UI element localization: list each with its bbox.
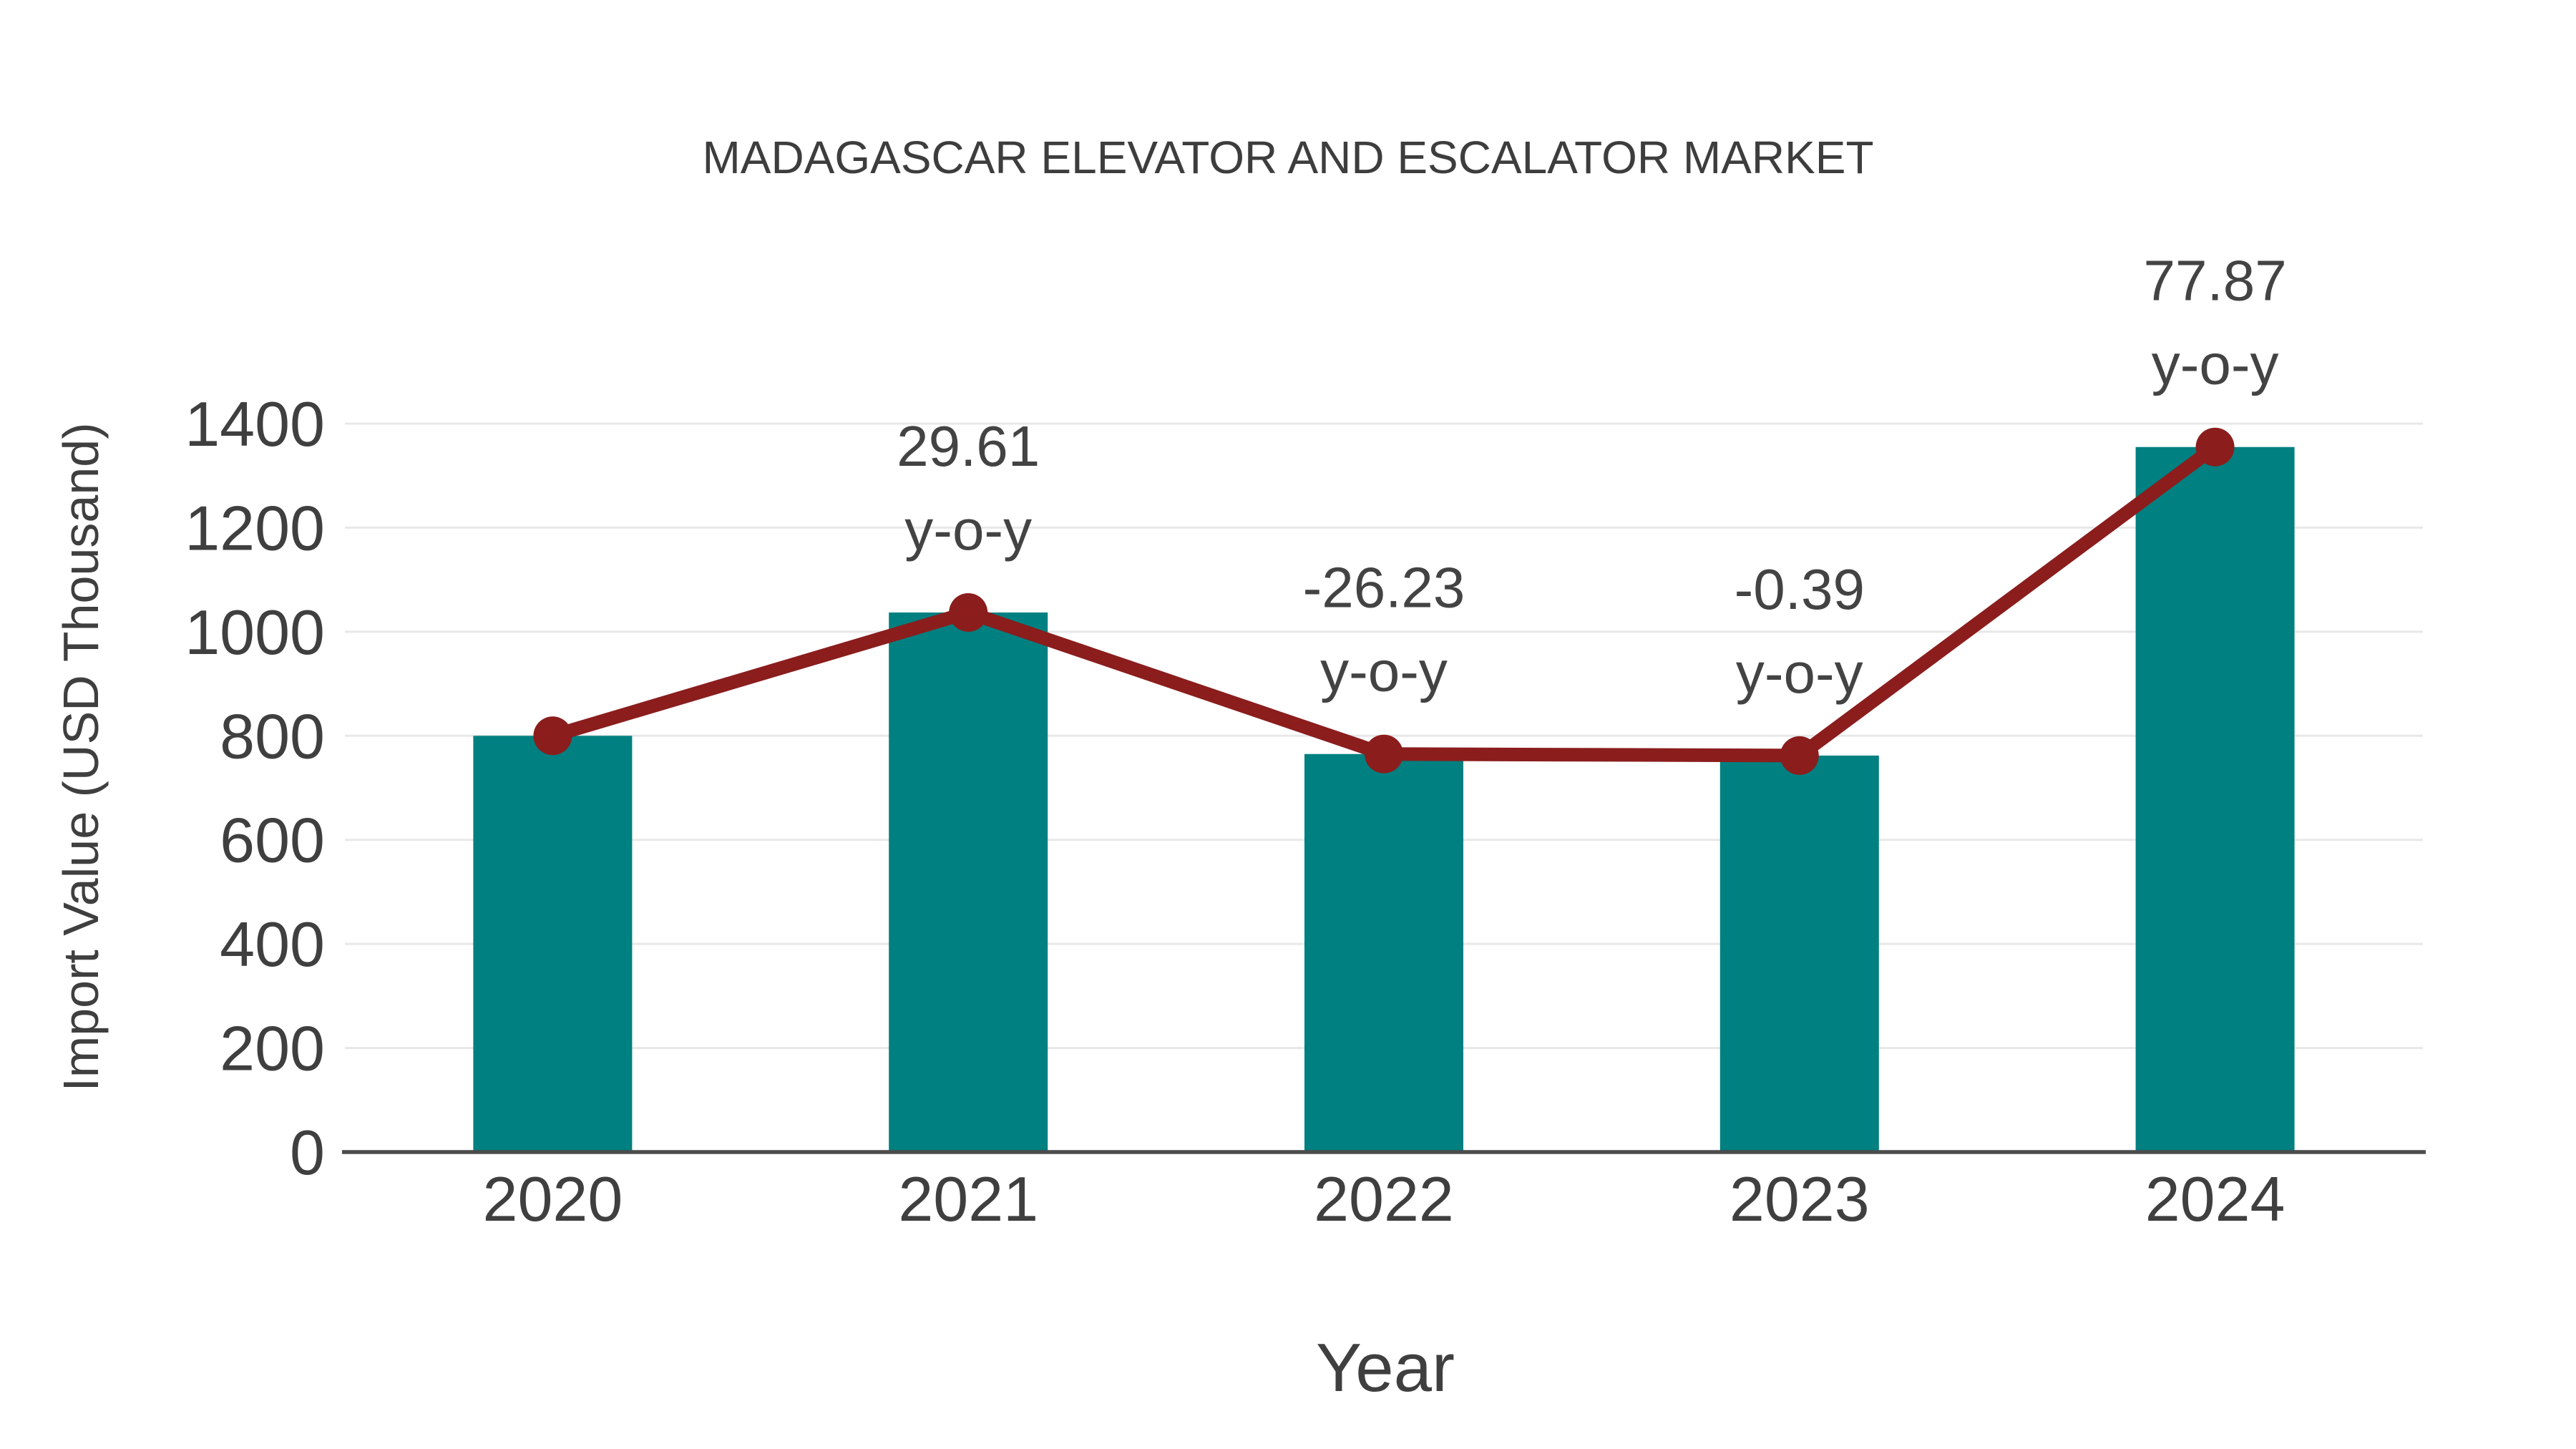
x-axis-tick-labels: 2020 2021 2022 2023 2024 [483, 1163, 2285, 1234]
x-tick-label-2023: 2023 [1729, 1163, 1870, 1234]
annotation-value-2021: 29.61 [897, 414, 1040, 478]
y-axis-title: Import Value (USD Thousand) [53, 422, 109, 1091]
marker-2024 [2195, 427, 2235, 467]
chart-title: MADAGASCAR ELEVATOR AND ESCALATOR MARKET [702, 132, 1873, 183]
y-axis-tick-labels: 0 200 400 600 800 1000 1200 1400 [185, 389, 325, 1188]
y-tick-label-0: 0 [290, 1117, 325, 1188]
bar-series [473, 447, 2295, 1152]
y-tick-label-1400: 1400 [185, 389, 325, 459]
x-tick-label-2020: 2020 [483, 1163, 623, 1234]
annotation-sublabel-2021: y-o-y [904, 498, 1032, 562]
marker-2020 [533, 716, 572, 756]
yoy-annotations: 29.61 y-o-y -26.23 y-o-y -0.39 y-o-y 77.87 y-o-… [897, 249, 2287, 705]
annotation-sublabel-2024: y-o-y [2152, 333, 2279, 396]
x-tick-label-2024: 2024 [2145, 1163, 2285, 1234]
line-series [533, 427, 2235, 775]
y-tick-label-1000: 1000 [185, 597, 325, 668]
bar-2023 [1719, 755, 1879, 1152]
y-tick-label-400: 400 [220, 909, 325, 980]
marker-2022 [1365, 734, 1403, 774]
marker-2021 [949, 592, 988, 632]
bar-2021 [889, 612, 1048, 1152]
x-tick-label-2022: 2022 [1314, 1163, 1454, 1234]
bar-2024 [2135, 447, 2295, 1152]
annotation-value-2023: -0.39 [1735, 557, 1865, 621]
annotation-value-2022: -26.23 [1303, 556, 1465, 620]
y-tick-label-800: 800 [220, 701, 325, 771]
y-tick-label-200: 200 [220, 1013, 325, 1084]
x-tick-label-2021: 2021 [898, 1163, 1038, 1234]
bar-2020 [473, 736, 633, 1152]
x-axis-title: Year [1316, 1330, 1455, 1406]
y-tick-label-1200: 1200 [185, 492, 325, 563]
y-tick-label-600: 600 [220, 805, 325, 876]
annotation-sublabel-2022: y-o-y [1320, 640, 1448, 703]
bar-2022 [1304, 753, 1463, 1152]
marker-2023 [1780, 736, 1819, 775]
annotation-sublabel-2023: y-o-y [1736, 641, 1863, 705]
annotation-value-2024: 77.87 [2143, 249, 2286, 313]
